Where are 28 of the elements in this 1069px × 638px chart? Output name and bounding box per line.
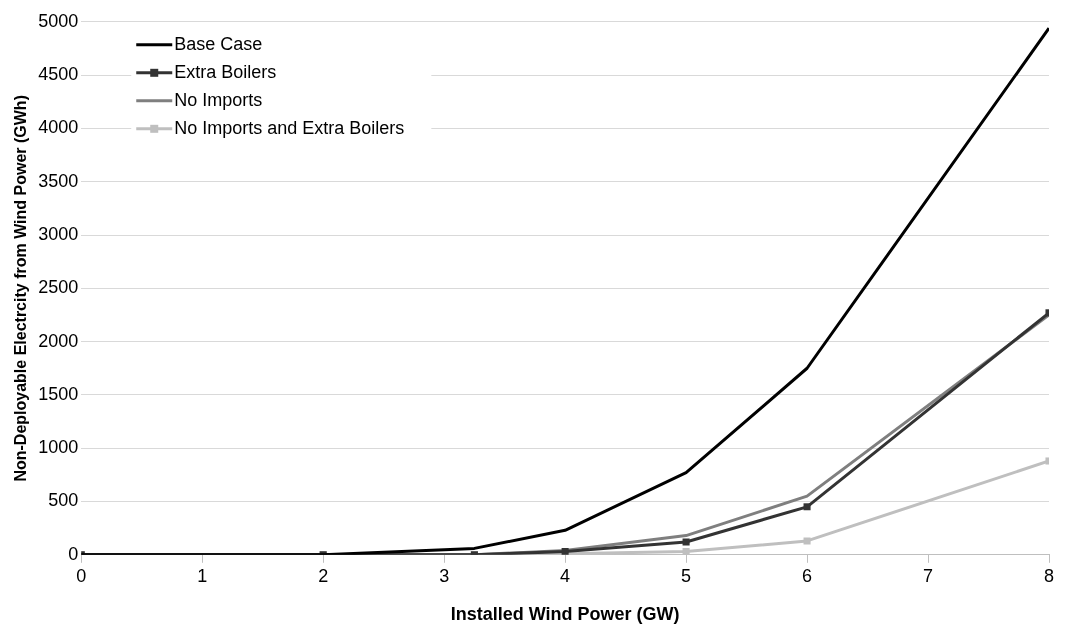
y-tick-label: 500 — [48, 490, 79, 511]
legend-label: Extra Boilers — [174, 61, 277, 82]
y-tick-label: 5000 — [38, 10, 79, 31]
y-tick-label: 3000 — [38, 223, 79, 244]
y-tick-label: 4500 — [38, 64, 79, 85]
x-tick-label: 5 — [681, 565, 692, 586]
point — [803, 537, 811, 545]
y-tick-label: 3500 — [38, 170, 79, 191]
x-tick-label: 6 — [802, 565, 813, 586]
point — [803, 503, 811, 511]
legend-label: No Imports and Extra Boilers — [174, 117, 405, 138]
x-tick-label: 7 — [923, 565, 934, 586]
x-tick-label: 1 — [197, 565, 208, 586]
legend-label: No Imports — [174, 89, 263, 110]
y-tick-label: 0 — [68, 543, 79, 564]
legend-label: Base Case — [174, 33, 263, 54]
y-tick-label: 1000 — [38, 437, 79, 458]
y-tick-label: 4000 — [38, 117, 79, 138]
y-tick-label: 2000 — [38, 330, 79, 351]
x-tick-label: 4 — [560, 565, 571, 586]
x-tick-label: 3 — [439, 565, 450, 586]
x-tick-label: 8 — [1043, 565, 1055, 586]
point — [682, 538, 690, 546]
y-axis-title: Non-Deployable Electrcity from Wind Power (GWh) — [12, 95, 30, 482]
x-axis-title: Installed Wind Power (GW) — [450, 604, 680, 625]
x-tick-label: 2 — [318, 565, 329, 586]
y-tick-label: 1500 — [38, 383, 79, 404]
y-tick-label: 2500 — [38, 277, 79, 298]
